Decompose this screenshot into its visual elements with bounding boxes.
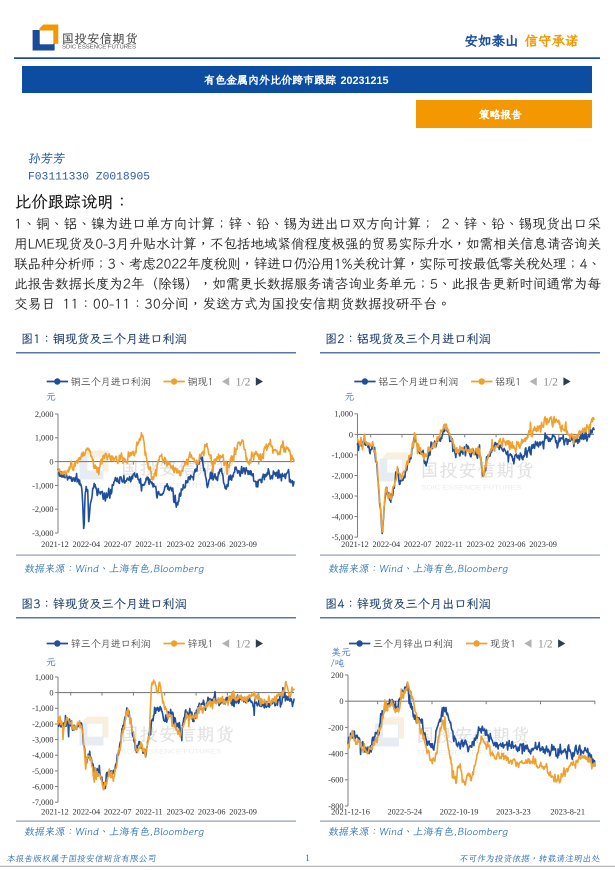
svg-text:-1,000: -1,000	[32, 481, 53, 490]
svg-text:-1,000: -1,000	[32, 704, 53, 713]
svg-text:0: 0	[49, 689, 53, 698]
svg-text:2023-09: 2023-09	[229, 808, 257, 817]
svg-text:2022-07: 2022-07	[404, 540, 432, 549]
svg-text:-6,000: -6,000	[32, 782, 53, 791]
svg-text:-3,000: -3,000	[32, 529, 53, 538]
svg-text:2022-04: 2022-04	[73, 808, 102, 817]
svg-text:1/2: 1/2	[236, 639, 251, 651]
svg-text:2023-8-21: 2023-8-21	[550, 808, 585, 817]
svg-text:-600: -600	[328, 776, 343, 785]
svg-text:-3,000: -3,000	[32, 736, 53, 745]
svg-text:F03111330 Z0018905: F03111330 Z0018905	[28, 172, 150, 184]
svg-text:2023-06: 2023-06	[198, 540, 226, 549]
svg-text:-2,000: -2,000	[32, 505, 53, 514]
svg-text:2023-06: 2023-06	[198, 808, 226, 817]
svg-text:2022-07: 2022-07	[104, 540, 132, 549]
svg-text:SDIC ESSENCE FUTURES: SDIC ESSENCE FUTURES	[122, 483, 222, 490]
svg-text:0: 0	[49, 458, 53, 467]
svg-text:SDIC ESSENCE FUTURES: SDIC ESSENCE FUTURES	[122, 749, 222, 756]
svg-text:200: 200	[331, 671, 343, 680]
svg-text:2022-11: 2022-11	[135, 540, 162, 549]
svg-text:2023-09: 2023-09	[529, 540, 557, 549]
svg-text:1: 1	[305, 853, 310, 863]
svg-text:2022-5-24: 2022-5-24	[388, 808, 423, 817]
svg-text:-2,000: -2,000	[332, 471, 353, 480]
svg-text:1/2: 1/2	[543, 377, 558, 389]
svg-text:2023-06: 2023-06	[498, 540, 526, 549]
svg-text:2023-02: 2023-02	[167, 808, 195, 817]
svg-text:-5,000: -5,000	[32, 767, 53, 776]
svg-text:-400: -400	[328, 750, 343, 759]
svg-text:2023-02: 2023-02	[167, 540, 195, 549]
svg-text:SDIC ESSENCE FUTURES: SDIC ESSENCE FUTURES	[421, 484, 521, 491]
svg-text:1,000: 1,000	[334, 410, 353, 419]
svg-text:-5,000: -5,000	[332, 533, 353, 542]
svg-text:0: 0	[339, 697, 343, 706]
svg-text:2022-10-19: 2022-10-19	[440, 808, 479, 817]
svg-text:2022-11: 2022-11	[135, 808, 162, 817]
svg-text:1,000: 1,000	[35, 434, 54, 443]
svg-text:-4,000: -4,000	[32, 751, 53, 760]
svg-text:SDIC ESSENCE FUTURES: SDIC ESSENCE FUTURES	[417, 750, 517, 757]
svg-text:2023-02: 2023-02	[467, 540, 495, 549]
svg-text:20231215: 20231215	[341, 75, 389, 87]
svg-text:2021-12: 2021-12	[41, 540, 69, 549]
svg-text:2022-04: 2022-04	[373, 540, 402, 549]
svg-text:0: 0	[349, 430, 353, 439]
svg-text:-2,000: -2,000	[32, 720, 53, 729]
svg-text:2022-11: 2022-11	[435, 540, 462, 549]
svg-text:1/2: 1/2	[236, 377, 251, 389]
svg-text:2023-3-23: 2023-3-23	[496, 808, 531, 817]
svg-text:SDIC ESSENCE FUTURES: SDIC ESSENCE FUTURES	[62, 45, 136, 51]
svg-text:2021-12: 2021-12	[41, 808, 69, 817]
svg-text:-1,000: -1,000	[332, 451, 353, 460]
svg-text:2022-07: 2022-07	[104, 808, 132, 817]
svg-text:-4,000: -4,000	[332, 512, 353, 521]
svg-text:1/2: 1/2	[538, 639, 553, 651]
svg-text:2023-09: 2023-09	[229, 540, 257, 549]
svg-text:2022-04: 2022-04	[73, 540, 102, 549]
svg-text:-3,000: -3,000	[332, 492, 353, 501]
svg-text:1,000: 1,000	[35, 673, 54, 682]
svg-text:2,000: 2,000	[35, 410, 54, 419]
svg-text:2021-12-16: 2021-12-16	[331, 808, 370, 817]
svg-text:-7,000: -7,000	[32, 798, 53, 807]
svg-text:-800: -800	[328, 802, 343, 811]
svg-text:2021-12: 2021-12	[341, 540, 369, 549]
svg-text:-200: -200	[328, 723, 343, 732]
